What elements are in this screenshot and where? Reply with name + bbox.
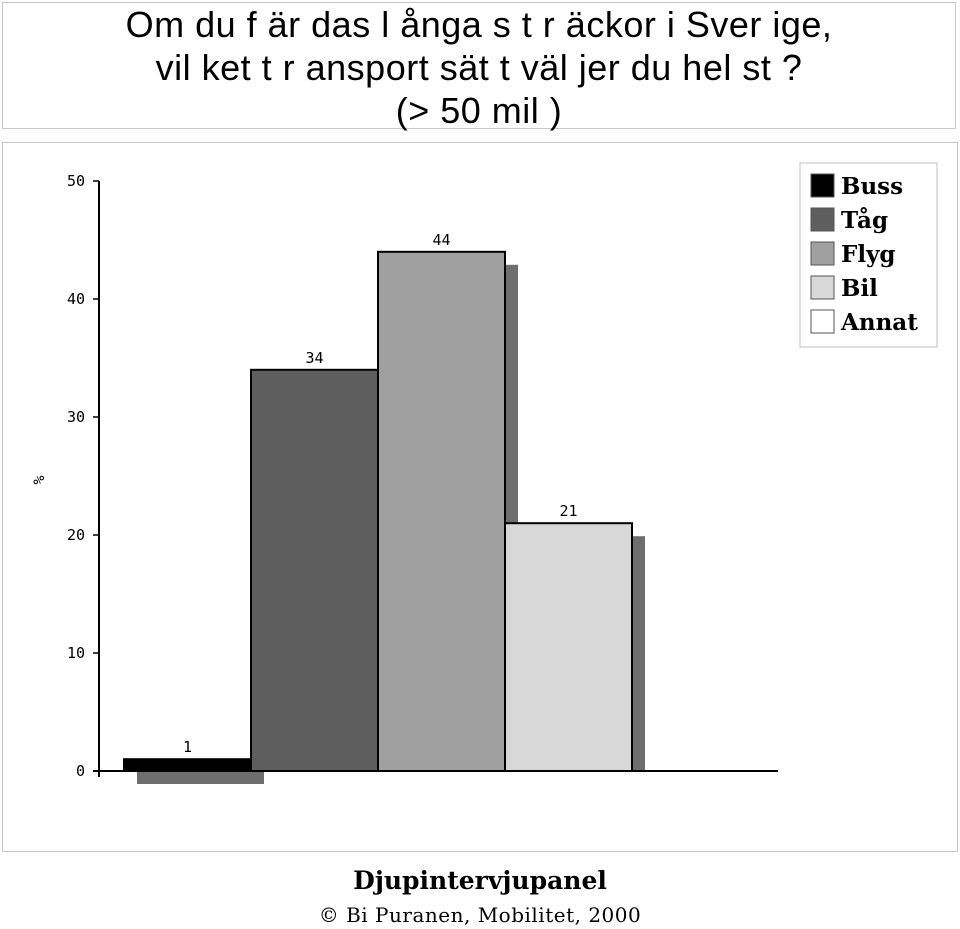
plot-area xyxy=(2,142,958,852)
bar-tåg xyxy=(250,368,379,772)
legend-swatch-tåg xyxy=(810,207,835,232)
title-line-3: (> 50 mil ) xyxy=(395,90,563,131)
legend-swatch-bil xyxy=(810,275,835,300)
y-tick-label-3: 30 xyxy=(67,408,85,426)
bar-buss xyxy=(123,758,252,773)
bar-shadow-0 xyxy=(137,771,264,784)
y-tick-label-5: 50 xyxy=(67,172,85,190)
legend-label-buss: Buss xyxy=(841,173,903,200)
y-tick-label-4: 40 xyxy=(67,290,85,308)
chart-title: Om du f är das l ånga s t r äckor i Sver… xyxy=(2,2,956,131)
legend-label-bil: Bil xyxy=(841,275,878,302)
bar-bil xyxy=(504,522,633,773)
footer-credit: © Bi Puranen, Mobilitet, 2000 xyxy=(318,903,642,927)
legend-swatch-annat xyxy=(810,309,835,334)
legend-label-tåg: Tåg xyxy=(841,207,888,234)
y-tick-label-1: 10 xyxy=(67,644,85,662)
y-tick-label-2: 20 xyxy=(67,526,85,544)
legend-label-flyg: Flyg xyxy=(841,241,896,268)
title-line-2: vil ket t r ansport sät t väl jer du hel… xyxy=(155,47,803,88)
bar-flyg xyxy=(377,250,506,773)
legend-label-annat: Annat xyxy=(840,309,918,336)
y-axis-label: % xyxy=(30,475,48,484)
y-tick-label-0: 0 xyxy=(76,762,85,780)
footer-title: Djupintervjupanel xyxy=(353,866,607,895)
data-label-3: 21 xyxy=(559,502,577,520)
legend-swatch-flyg xyxy=(810,241,835,266)
data-label-0: 1 xyxy=(183,738,192,756)
legend-swatch-buss xyxy=(810,173,835,198)
data-label-1: 34 xyxy=(305,349,323,367)
title-line-1: Om du f är das l ånga s t r äckor i Sver… xyxy=(125,4,833,45)
data-label-2: 44 xyxy=(432,231,450,249)
